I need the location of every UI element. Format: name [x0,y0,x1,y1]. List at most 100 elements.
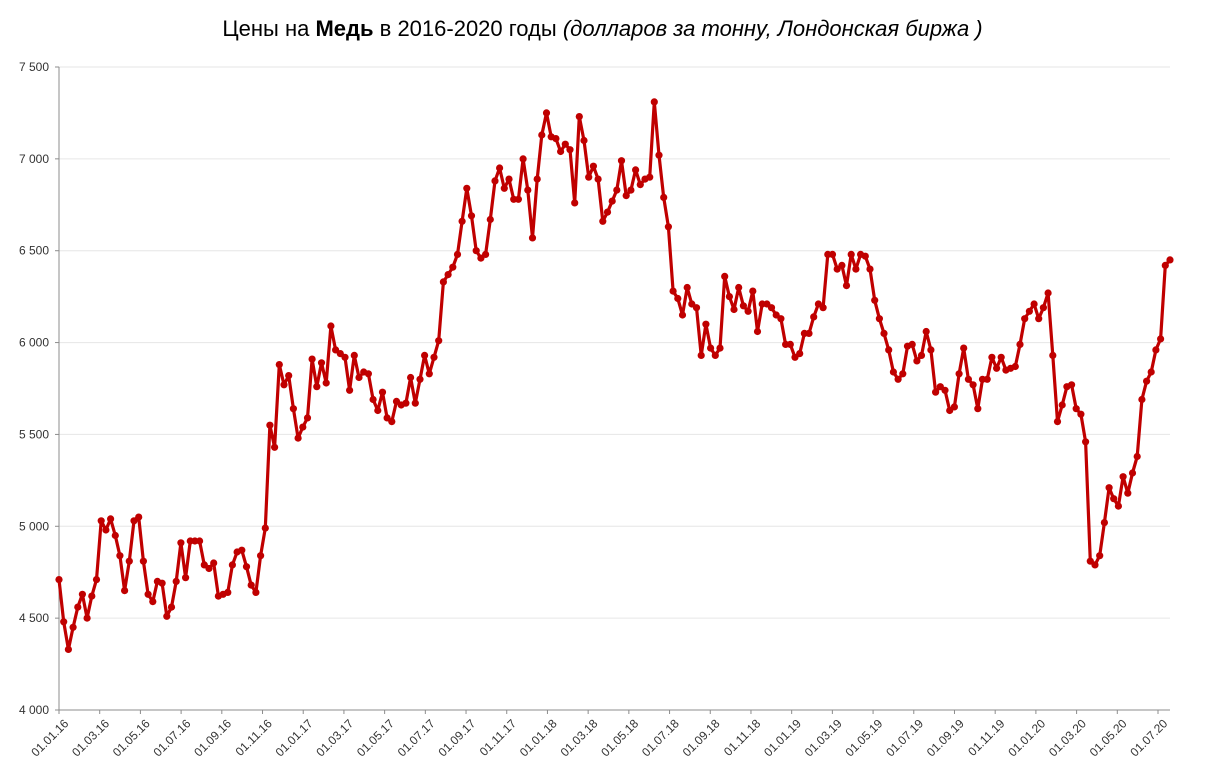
x-tick-label: 01.09.16 [191,716,234,759]
price-point [796,350,804,358]
price-point [242,563,251,571]
price-point [908,340,916,348]
price-point [875,315,884,323]
price-point [960,344,968,352]
price-point [1152,346,1160,354]
price-point [60,618,68,626]
price-point [500,184,508,192]
x-tick-label: 01.05.17 [354,716,397,759]
y-tick-label: 7 000 [19,152,49,166]
price-point [167,603,176,611]
price-point [313,383,321,391]
price-point [1119,473,1127,481]
price-point [1072,405,1080,413]
price-point [378,388,387,396]
x-tick-label: 01.11.19 [965,716,1008,759]
price-point [997,353,1005,361]
price-point [861,252,869,260]
price-point [280,381,288,389]
price-point [374,406,382,415]
price-point [993,364,1001,372]
price-point [721,272,729,280]
price-point [453,250,462,258]
price-line [57,100,1172,652]
price-point [575,113,583,121]
price-point [158,579,166,587]
price-point [969,381,977,389]
price-point [83,614,91,622]
title-middle: в 2016-2020 годы [373,16,563,41]
price-point [78,590,86,598]
price-point [1021,315,1029,323]
price-point [355,373,363,382]
price-point [1147,368,1155,376]
price-point [491,177,499,185]
price-point [702,320,710,328]
price-point [294,434,302,442]
price-point [1114,502,1122,510]
price-point [617,157,626,165]
price-point [528,234,537,242]
price-point [196,537,204,545]
price-point [1077,410,1085,418]
chart-title: Цены на Медь в 2016-2020 годы (долларов … [0,16,1205,42]
price-point [299,423,307,431]
x-tick-label: 01.01.19 [761,716,804,759]
price-point [341,353,349,361]
price-point [964,375,973,383]
price-point [285,372,293,380]
x-tick-label: 01.09.17 [435,716,478,759]
title-prefix: Цены на [222,16,316,41]
price-point [589,162,598,170]
price-point [444,271,452,279]
price-point [182,574,190,582]
price-point [669,287,677,295]
price-point [603,208,612,216]
price-point [899,370,907,378]
price-point [467,212,476,220]
price-point [932,388,940,396]
y-tick-label: 6 000 [19,336,49,350]
price-point [866,265,874,273]
x-tick-labels: 01.01.1601.03.1601.05.1601.07.1601.09.16… [28,716,1170,759]
price-point [1124,489,1132,497]
price-point [317,359,326,367]
x-tick-label: 01.01.17 [273,716,316,759]
price-point [1011,362,1019,371]
x-tick-label: 01.05.20 [1087,716,1130,759]
price-point [514,195,523,203]
price-point [524,186,532,194]
price-point [1025,307,1033,315]
price-point [753,327,762,336]
price-point [922,327,930,336]
price-point [135,513,143,521]
price-point [847,250,855,258]
y-tick-label: 5 000 [19,519,49,533]
price-point [674,294,682,303]
price-point [655,151,663,159]
x-tick-label: 01.09.18 [680,716,723,759]
price-series [55,98,1174,654]
price-point [482,250,490,258]
price-point [210,559,218,567]
price-point [97,517,105,525]
price-point [421,351,429,359]
y-tick-labels: 4 000 4 500 5 000 5 500 6 000 6 500 7 000 7 500 [19,60,49,717]
price-point [121,587,129,595]
x-tick-label: 01.03.20 [1046,716,1089,759]
price-point [64,645,72,654]
x-tick-label: 01.11.17 [477,716,520,759]
price-point [252,588,260,597]
price-point [692,304,701,312]
price-point [730,305,738,314]
price-point [228,561,236,569]
price-point [1016,340,1024,348]
price-point [805,329,813,337]
price-point [697,351,705,359]
axes [55,66,1170,714]
price-point [275,361,283,369]
price-point [411,399,419,407]
x-tick-label: 01.05.18 [598,716,641,759]
price-point [974,405,982,413]
